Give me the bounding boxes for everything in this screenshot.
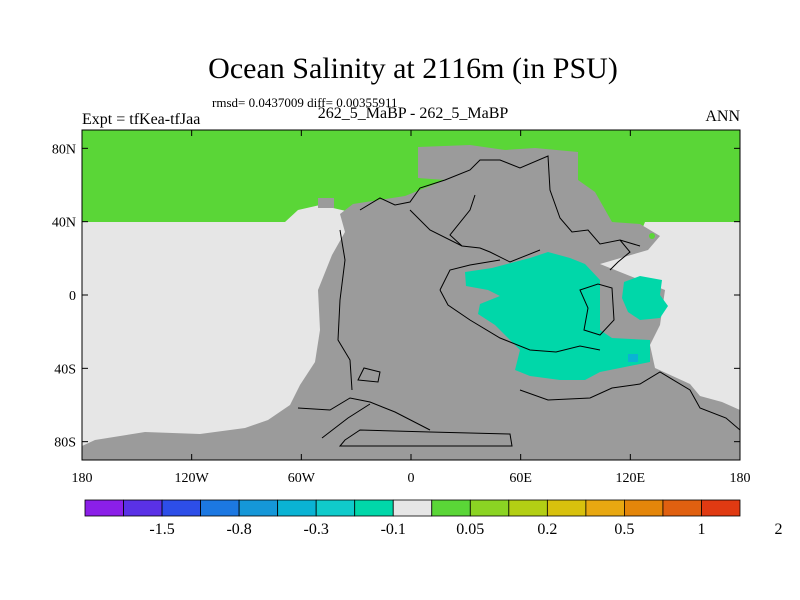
y-tick-label: 40S	[54, 362, 76, 377]
colorbar-label: -0.3	[304, 521, 329, 538]
colorbar-swatch	[624, 499, 664, 517]
colorbar-swatch	[315, 499, 356, 517]
colorbar-swatch	[546, 499, 587, 517]
x-tick-label: 120W	[175, 471, 210, 486]
colorbar-label: 2	[775, 521, 783, 538]
colorbar-label: -0.1	[381, 521, 406, 538]
colorbar-label: 1	[697, 521, 705, 538]
colorbar: -1.5 -0.8 -0.3 -0.1 0.05 0.2 0.5 1 2	[84, 499, 783, 538]
colorbar-label: -1.5	[149, 521, 174, 538]
colorbar-swatch	[84, 499, 124, 517]
x-tick-label: 60E	[509, 471, 532, 486]
colorbar-swatch	[585, 499, 625, 517]
y-tick-label: 0	[69, 289, 76, 304]
blue-spot	[628, 354, 638, 362]
island-west	[318, 198, 334, 208]
coastlines	[297, 155, 740, 447]
map-axes: 180 120W 60W 0 60E 120E 180 80N 40N 0 40S 80S	[52, 130, 751, 486]
colorbar-swatch	[701, 499, 741, 517]
colorbar-swatch	[508, 499, 548, 517]
colorbar-label: -0.8	[226, 521, 251, 538]
negative-patch-east	[622, 276, 668, 320]
colorbar-swatch	[200, 499, 240, 517]
x-tick-label: 120E	[616, 471, 646, 486]
x-tick-label: 180	[72, 471, 93, 486]
colorbar-swatch	[392, 499, 433, 517]
colorbar-label: 0.5	[614, 521, 634, 538]
x-tick-label: 60W	[288, 471, 316, 486]
y-tick-label: 80S	[54, 436, 76, 451]
colorbar-swatch	[662, 499, 702, 517]
colorbar-label: 0.05	[456, 521, 484, 538]
plot-title: Ocean Salinity at 2116m (in PSU)	[208, 52, 618, 85]
negative-salinity-patch	[465, 252, 650, 380]
x-tick-label: 180	[730, 471, 751, 486]
colorbar-label: 0.2	[537, 521, 557, 538]
map-plot-area	[82, 130, 740, 460]
pangaea-landmass	[82, 145, 740, 460]
plot-subtitle: 262_5_MaBP - 262_5_MaBP	[317, 105, 509, 122]
green-spot	[649, 233, 655, 239]
colorbar-swatch	[161, 499, 201, 517]
colorbar-swatch	[238, 499, 279, 517]
colorbar-swatch	[123, 499, 163, 517]
x-tick-label: 0	[408, 471, 415, 486]
y-tick-label: 80N	[52, 142, 76, 157]
colorbar-swatch	[277, 499, 317, 517]
experiment-label: Expt = tfKea-tfJaa	[82, 111, 201, 128]
stats-line: rmsd= 0.0437009 diff= 0.00355911	[212, 95, 398, 110]
colorbar-swatch	[354, 499, 394, 517]
colorbar-swatch	[431, 499, 471, 517]
y-tick-label: 40N	[52, 216, 76, 231]
season-label: ANN	[705, 108, 740, 125]
colorbar-swatch	[469, 499, 510, 517]
